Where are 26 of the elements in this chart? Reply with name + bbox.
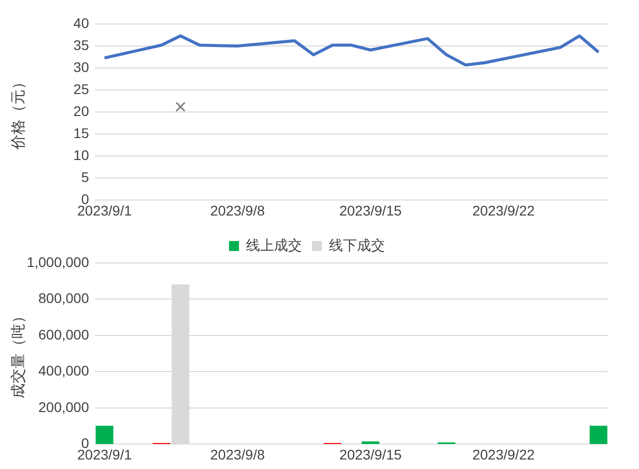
bar (362, 441, 380, 444)
y-tick-label: 15 (73, 124, 90, 141)
x-tick-label: 2023/9/22 (472, 446, 535, 462)
y-axis-title: 价格（元） (10, 74, 28, 151)
y-tick-label: 1,000,000 (26, 254, 90, 270)
x-tick-label: 2023/9/15 (339, 446, 402, 462)
y-tick-label: 5 (81, 169, 90, 186)
y-tick-label: 10 (73, 147, 90, 164)
y-tick-label: 400,000 (38, 362, 90, 379)
y-tick-label: 35 (73, 36, 90, 53)
y-tick-label: 800,000 (38, 290, 90, 306)
x-tick-label: 2023/9/15 (339, 202, 402, 218)
x-tick-label: 2023/9/8 (210, 446, 265, 462)
legend-label: 线下成交 (329, 236, 385, 253)
legend-label: 线上成交 (246, 236, 302, 253)
bar (96, 426, 114, 444)
x-tick-label: 2023/9/22 (472, 202, 535, 218)
y-tick-label: 600,000 (38, 326, 90, 342)
x-tick-label: 2023/9/8 (210, 202, 265, 218)
bar (590, 426, 608, 444)
y-tick-label: 200,000 (38, 398, 90, 415)
y-tick-label: 25 (73, 80, 90, 97)
y-axis-title: 成交量（吨） (10, 308, 28, 399)
y-tick-label: 20 (73, 102, 90, 119)
y-tick-label: 30 (73, 58, 90, 75)
y-tick-label: 40 (73, 14, 90, 31)
